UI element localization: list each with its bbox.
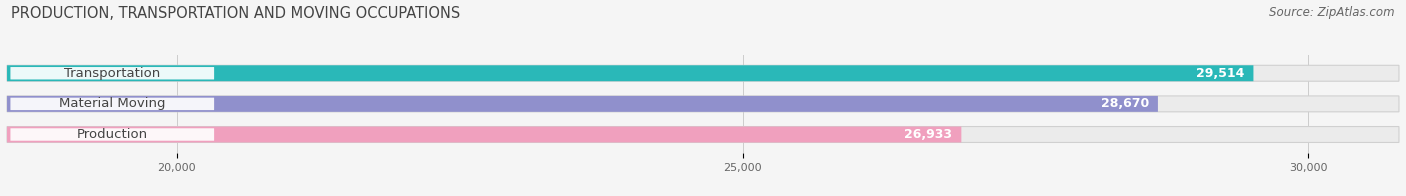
Text: Material Moving: Material Moving <box>59 97 166 110</box>
FancyBboxPatch shape <box>10 128 214 141</box>
Text: 28,670: 28,670 <box>1101 97 1149 110</box>
Text: 29,514: 29,514 <box>1197 67 1244 80</box>
FancyBboxPatch shape <box>7 96 1159 112</box>
Text: Source: ZipAtlas.com: Source: ZipAtlas.com <box>1270 6 1395 19</box>
Text: Transportation: Transportation <box>65 67 160 80</box>
FancyBboxPatch shape <box>7 127 962 142</box>
Text: Production: Production <box>77 128 148 141</box>
Text: PRODUCTION, TRANSPORTATION AND MOVING OCCUPATIONS: PRODUCTION, TRANSPORTATION AND MOVING OC… <box>11 6 461 21</box>
Text: 26,933: 26,933 <box>904 128 952 141</box>
FancyBboxPatch shape <box>10 67 214 79</box>
FancyBboxPatch shape <box>7 65 1399 81</box>
FancyBboxPatch shape <box>10 98 214 110</box>
FancyBboxPatch shape <box>7 96 1399 112</box>
FancyBboxPatch shape <box>7 65 1253 81</box>
FancyBboxPatch shape <box>7 127 1399 142</box>
